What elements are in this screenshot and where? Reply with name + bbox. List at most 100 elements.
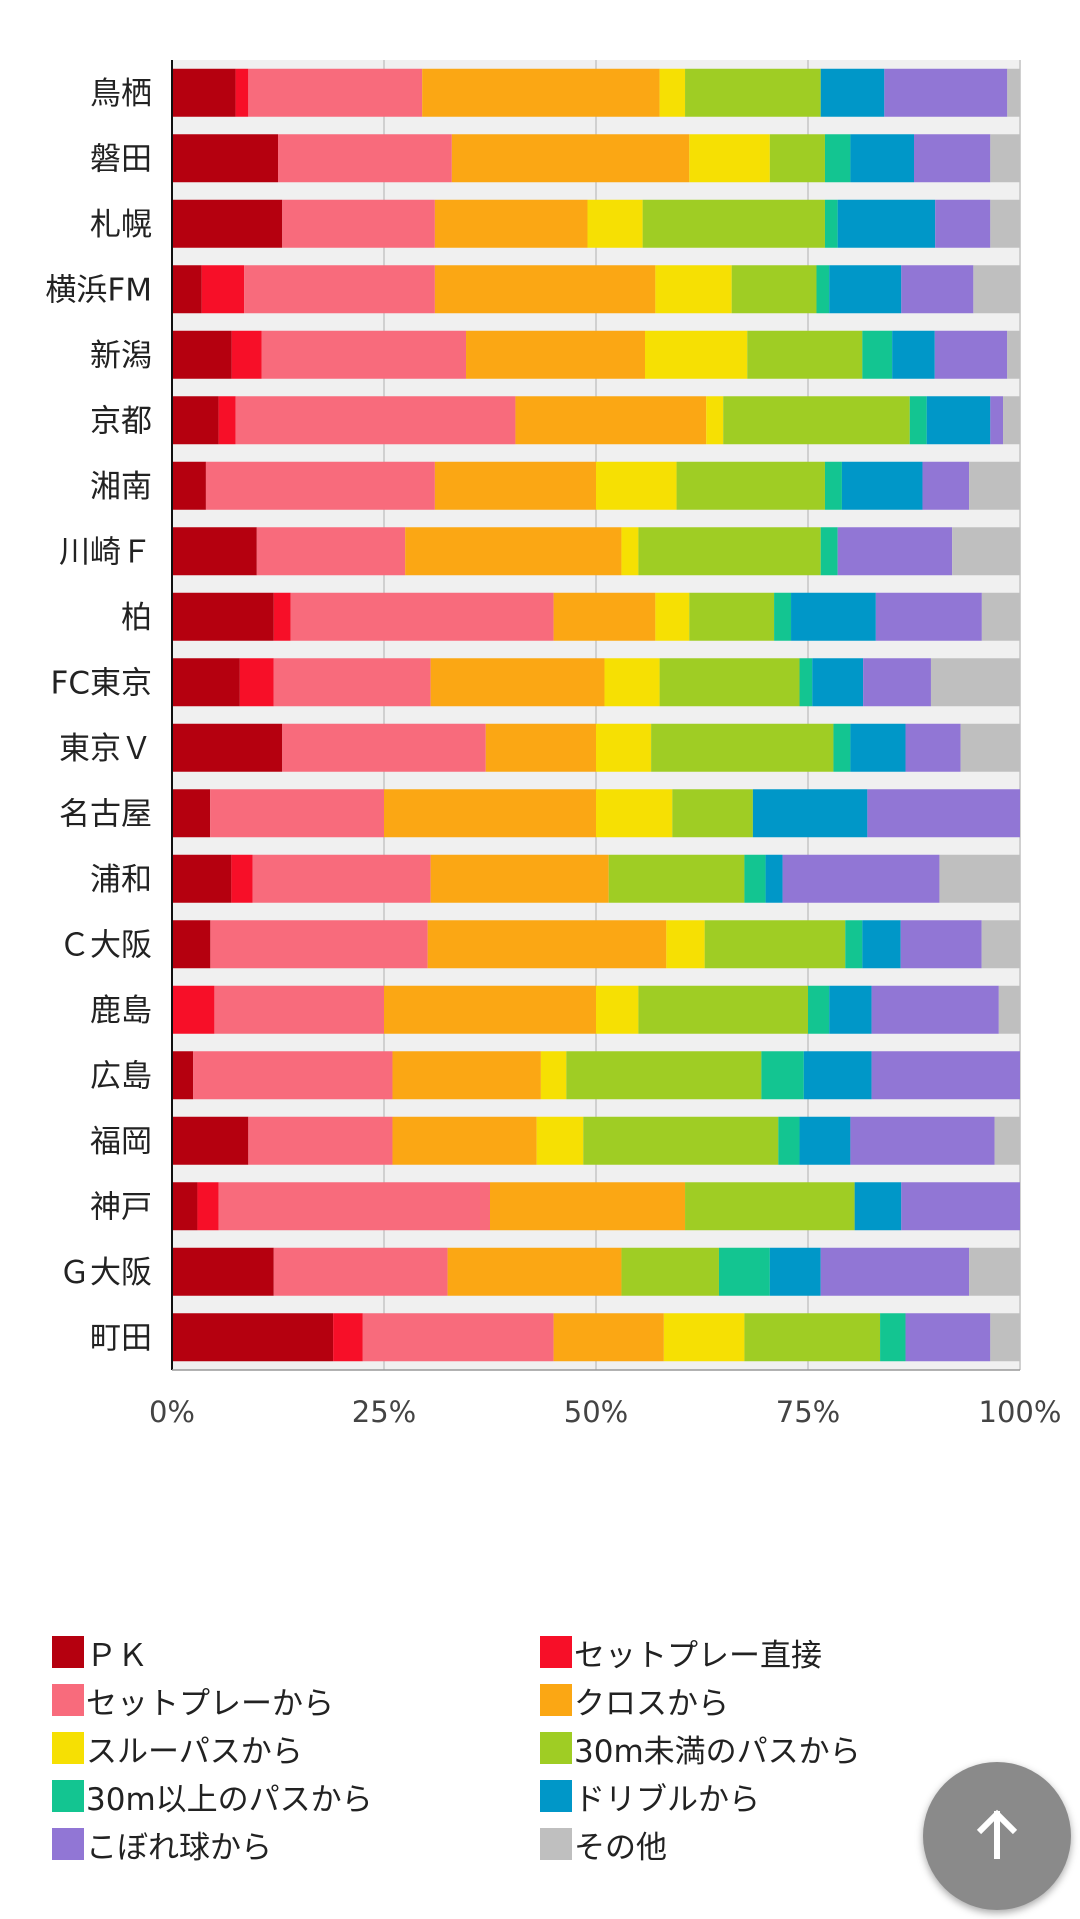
- bar-segment: [566, 1051, 762, 1100]
- bar-segment: [666, 920, 705, 969]
- back-to-top-button[interactable]: [923, 1762, 1071, 1910]
- bar-segment: [638, 527, 821, 576]
- bar-segment: [485, 723, 596, 772]
- bar-segment: [808, 985, 830, 1034]
- bar-segment: [290, 592, 554, 641]
- legend-label: 30m未満のパスから: [574, 1733, 861, 1770]
- bar-segment: [880, 1313, 906, 1362]
- bar-segment: [685, 1182, 855, 1231]
- bar-segment: [778, 1116, 800, 1165]
- bar-segment: [201, 265, 245, 314]
- category-label: 川崎Ｆ: [59, 534, 152, 570]
- legend-item: セットプレー直接: [540, 1632, 822, 1674]
- bar-segment: [536, 1116, 584, 1165]
- bar-segment: [434, 265, 656, 314]
- bar-segment: [934, 330, 1008, 379]
- x-tick-label: 100%: [979, 1395, 1062, 1429]
- bar-segment: [930, 658, 1020, 707]
- bar-segment: [973, 265, 1020, 314]
- legend-item: スルーパスから: [52, 1728, 303, 1770]
- bar-segment: [769, 134, 825, 183]
- bar-segment: [235, 68, 249, 117]
- bar-segment: [1003, 396, 1020, 445]
- bar-segment: [990, 1313, 1020, 1362]
- bar-segment: [248, 68, 423, 117]
- arrow-up-icon: [969, 1806, 1025, 1866]
- bar-segment: [689, 592, 775, 641]
- bar-segment: [434, 461, 596, 510]
- legend-label: セットプレーから: [86, 1685, 334, 1722]
- bar-segment: [850, 723, 906, 772]
- bar-segment: [837, 527, 953, 576]
- bar-segment: [451, 134, 690, 183]
- legend-swatch: [52, 1780, 84, 1812]
- bar-segment: [256, 527, 406, 576]
- bar-segment: [960, 723, 1020, 772]
- bar-segment: [172, 1051, 194, 1100]
- bar-segment: [642, 199, 825, 248]
- bar-segment: [218, 396, 236, 445]
- bar-segment: [553, 592, 656, 641]
- bar-segment: [392, 1116, 537, 1165]
- bar-segment: [969, 1247, 1020, 1296]
- bar-segment: [820, 68, 885, 117]
- bar-segment: [939, 854, 1020, 903]
- bar-segment: [172, 789, 211, 838]
- bar-segment: [761, 1051, 804, 1100]
- bar-segment: [909, 396, 927, 445]
- bar-segment: [969, 461, 1020, 510]
- bar-segment: [197, 1182, 219, 1231]
- bar-segment: [998, 985, 1020, 1034]
- bar-segment: [172, 592, 274, 641]
- category-label: 柏: [121, 600, 152, 636]
- bar-segment: [205, 461, 435, 510]
- bar-segment: [193, 1051, 393, 1100]
- bar-segment: [994, 1116, 1020, 1165]
- bar-segment: [515, 396, 707, 445]
- bar-segment: [172, 461, 206, 510]
- bar-segment: [405, 527, 622, 576]
- bar-segment: [706, 396, 724, 445]
- bar-segment: [172, 920, 211, 969]
- x-tick-label: 0%: [149, 1395, 195, 1429]
- bar-segment: [172, 134, 278, 183]
- bar-segment: [922, 461, 970, 510]
- legend-label: セットプレー直接: [574, 1637, 822, 1674]
- bar-segment: [583, 1116, 779, 1165]
- legend-label: その他: [574, 1829, 667, 1866]
- bar-segment: [261, 330, 467, 379]
- bar-segment: [244, 265, 435, 314]
- bar-segment: [172, 1116, 249, 1165]
- bar-segment: [596, 789, 673, 838]
- category-label: 新潟: [90, 338, 152, 374]
- legend-item: こぼれ球から: [52, 1824, 272, 1866]
- bar-segment: [172, 330, 232, 379]
- category-label: Ｃ大阪: [59, 927, 152, 963]
- bar-segment: [799, 658, 813, 707]
- bar-segment: [273, 1247, 448, 1296]
- bar-segment: [837, 199, 936, 248]
- bar-segment: [430, 854, 609, 903]
- category-label: 東京Ｖ: [59, 731, 152, 767]
- bar-segment: [854, 1182, 902, 1231]
- bar-segment: [901, 1182, 1020, 1231]
- bar-segment: [990, 199, 1020, 248]
- bar-segment: [926, 396, 991, 445]
- bar-segment: [862, 330, 893, 379]
- bar-segment: [466, 330, 646, 379]
- bar-segment: [875, 592, 982, 641]
- bar-segment: [747, 330, 863, 379]
- bar-segment: [282, 199, 435, 248]
- bar-segment: [273, 658, 431, 707]
- bar-segment: [235, 396, 516, 445]
- bar-segment: [231, 330, 262, 379]
- bar-segment: [392, 1051, 541, 1100]
- category-label: 名古屋: [59, 796, 152, 832]
- category-label: 鹿島: [90, 993, 152, 1029]
- x-tick-label: 50%: [564, 1395, 628, 1429]
- category-label: Ｇ大阪: [59, 1255, 152, 1291]
- bar-segment: [655, 265, 732, 314]
- bar-segment: [214, 985, 384, 1034]
- bar-segment: [218, 1182, 490, 1231]
- bar-segment: [384, 789, 596, 838]
